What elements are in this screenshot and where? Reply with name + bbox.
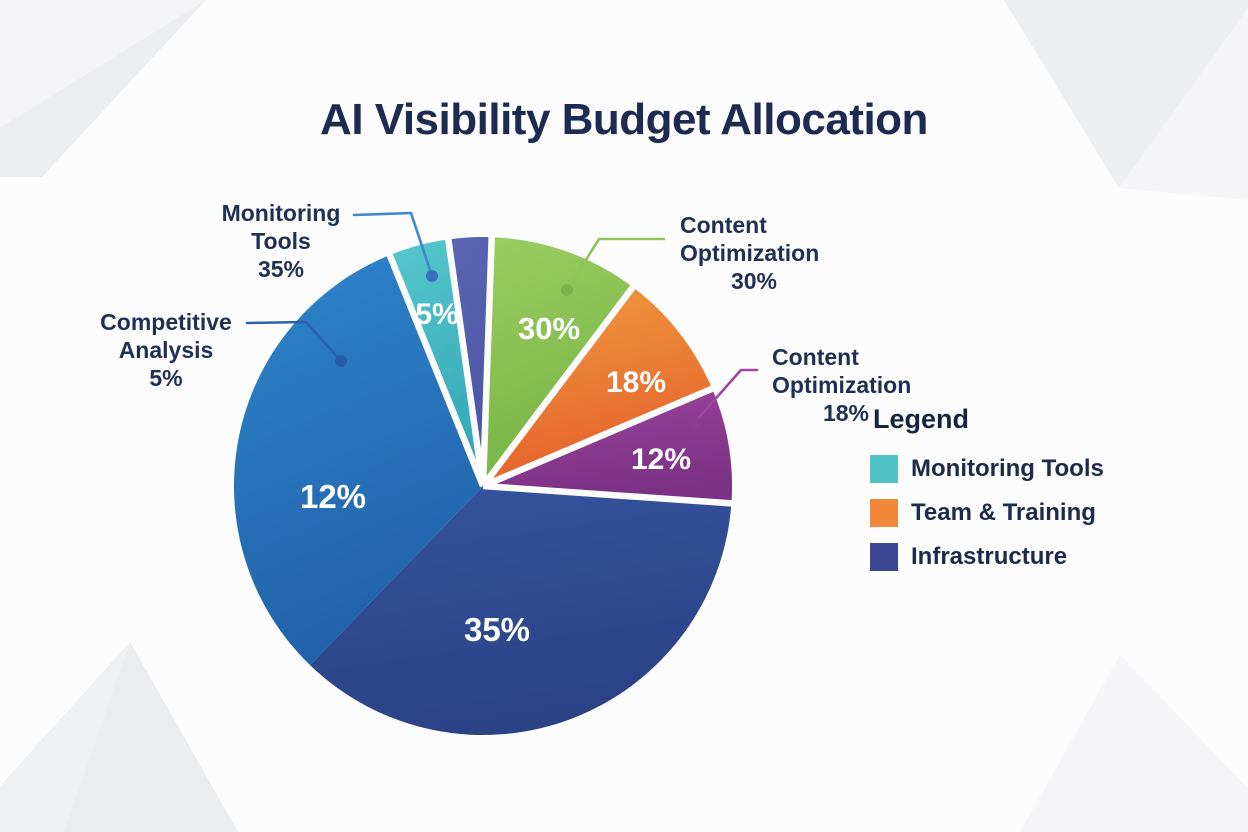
callout-label-monitoring-tools: Monitoring Tools 35% (222, 199, 341, 283)
segment-gap (479, 235, 496, 487)
legend-label: Infrastructure (911, 543, 1068, 570)
callout-line-monitoring-tools (352, 211, 434, 278)
segment-percent-label-navy-35: 35% (464, 611, 530, 648)
segment-percent-label-green-30: 30% (518, 311, 580, 346)
pie-segment-orange-18 (483, 287, 713, 486)
legend-swatch-monitoring-tools (870, 455, 898, 483)
callout-dot-competitive-analysis (335, 355, 347, 367)
callout-percent: 5% (149, 365, 183, 391)
callout-line-competitive-analysis (245, 320, 343, 363)
callout-dot-monitoring-tools (426, 270, 438, 282)
legend-item-infrastructure: Infrastructure (870, 543, 1104, 571)
callout-dot-content-optimization-30 (561, 284, 573, 296)
segment-percent-label-teal-5: 5% (415, 298, 458, 331)
segment-gap (482, 482, 734, 507)
legend-swatch-infrastructure (870, 543, 898, 571)
segment-gap (385, 252, 487, 488)
callout-line-text: Optimization (680, 240, 820, 266)
pie-segment-green-30 (483, 237, 633, 486)
legend: Legend Monitoring Tools Team & Training … (870, 404, 1104, 587)
segment-percent-label-purple-12: 12% (631, 443, 691, 476)
segment-gap (444, 236, 487, 487)
callout-line-content-optimization-30 (565, 237, 666, 292)
callout-label-content-optimization-18: Content Optimization 18% (772, 343, 920, 427)
segment-percent-label-orange-18: 18% (606, 366, 666, 399)
legend-swatch-team-training (870, 499, 898, 527)
pie-segment-purple-12 (483, 388, 732, 504)
callout-line-text: Content (772, 344, 859, 370)
callout-percent: 18% (822, 400, 870, 426)
pie-segment-blue-12 (234, 255, 483, 666)
legend-label: Monitoring Tools (911, 455, 1104, 482)
callout-line-text: Content (680, 212, 767, 238)
callout-line-text: Analysis (118, 337, 214, 363)
callout-label-competitive-analysis: Competitive Analysis 5% (100, 308, 232, 392)
callout-line-text: Competitive (100, 309, 232, 335)
callout-percent: 35% (257, 256, 305, 282)
segment-percent-label-blue-12: 12% (300, 478, 366, 515)
segment-gap (481, 384, 716, 489)
chart-title: AI Visibility Budget Allocation (320, 95, 928, 145)
pie-segment-navy-35 (310, 486, 732, 735)
legend-label: Team & Training (911, 499, 1096, 526)
callout-dot-content-optimization-18 (688, 417, 700, 429)
legend-item-team-training: Team & Training (870, 499, 1104, 527)
callout-label-content-optimization-30: Content Optimization 30% (680, 211, 828, 295)
callout-line-text: Tools (251, 228, 311, 254)
callout-line-text: Optimization (772, 372, 912, 398)
callout-line-content-optimization-18 (692, 368, 759, 425)
legend-item-monitoring-tools: Monitoring Tools (870, 455, 1104, 483)
callout-line-text: Monitoring (221, 200, 341, 226)
callout-percent: 30% (730, 268, 778, 294)
segment-gap (480, 283, 637, 488)
legend-heading: Legend (873, 404, 970, 434)
